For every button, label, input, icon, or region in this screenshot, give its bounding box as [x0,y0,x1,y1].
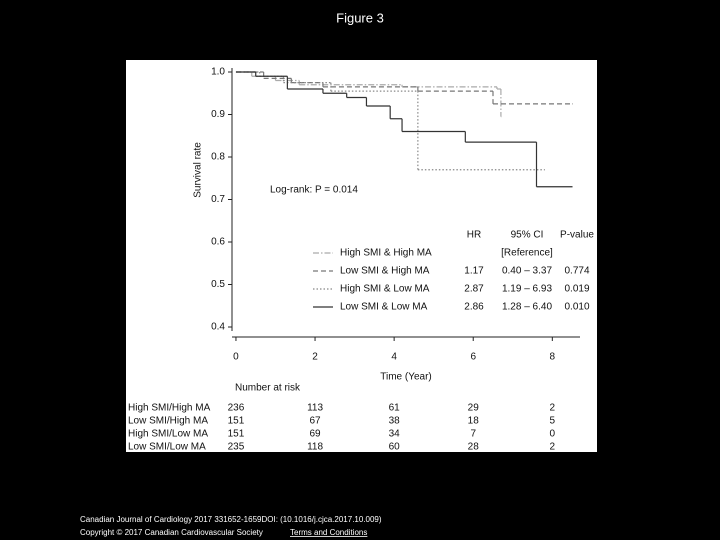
hr-header: HR [467,230,481,241]
risk-count: 151 [228,416,245,427]
risk-title: Number at risk [235,383,301,394]
hr-header: 95% CI [511,230,544,241]
x-tick-label: 2 [312,352,318,363]
figure-panel [126,60,597,452]
hr-cell: 1.28 – 6.40 [502,302,552,313]
hr-cell: 0.010 [564,302,589,313]
risk-label: High SMI/Low MA [128,429,208,440]
hr-cell: 2.86 [464,302,484,313]
risk-count: 236 [228,403,245,414]
y-tick-label: 0.7 [211,194,225,205]
copyright: Copyright © 2017 Canadian Cardiovascular… [80,528,263,537]
legend-label: High SMI & Low MA [340,284,430,295]
risk-count: 151 [228,429,245,440]
citation: Canadian Journal of Cardiology 2017 3316… [80,515,382,524]
hr-header: P-value [560,230,594,241]
x-axis-label: Time (Year) [380,372,432,383]
risk-count: 61 [389,403,401,414]
risk-count: 18 [468,416,480,427]
y-tick-label: 0.4 [211,322,225,333]
risk-count: 28 [468,442,480,453]
risk-count: 0 [550,429,556,440]
risk-label: High SMI/High MA [128,403,211,414]
risk-count: 118 [307,442,323,453]
y-tick-label: 0.5 [211,279,225,290]
legend-label: High SMI & High MA [340,248,432,259]
annotation: Log-rank: P = 0.014 [270,185,358,196]
risk-count: 5 [550,416,556,427]
y-tick-label: 0.9 [211,109,225,120]
x-tick-label: 6 [470,352,476,363]
risk-count: 235 [228,442,245,453]
risk-count: 2 [550,442,556,453]
x-tick-label: 8 [550,352,556,363]
terms-link[interactable]: Terms and Conditions [290,528,367,537]
risk-count: 113 [307,403,323,414]
risk-label: Low SMI/High MA [128,416,208,427]
hr-cell: 2.87 [464,284,484,295]
y-tick-label: 1.0 [211,67,225,78]
risk-count: 38 [389,416,401,427]
legend-label: Low SMI & High MA [340,266,430,277]
hr-cell: 0.774 [564,266,589,277]
risk-count: 29 [468,403,480,414]
x-tick-label: 4 [391,352,397,363]
hr-cell: 1.17 [464,266,484,277]
risk-count: 69 [309,429,321,440]
hr-cell: 0.019 [564,284,589,295]
risk-label: Low SMI/Low MA [128,442,206,453]
y-axis-label: Survival rate [193,142,204,198]
legend-label: Low SMI & Low MA [340,302,428,313]
hr-cell: 0.40 – 3.37 [502,266,552,277]
risk-count: 34 [389,429,401,440]
x-tick-label: 0 [233,352,239,363]
hr-cell: 1.19 – 6.93 [502,284,552,295]
risk-count: 2 [550,403,556,414]
y-tick-label: 0.8 [211,152,225,163]
y-tick-label: 0.6 [211,237,225,248]
risk-count: 60 [389,442,401,453]
hr-cell: [Reference] [501,248,553,259]
slide-title: Figure 3 [336,10,384,25]
risk-count: 67 [309,416,321,427]
risk-count: 7 [470,429,476,440]
